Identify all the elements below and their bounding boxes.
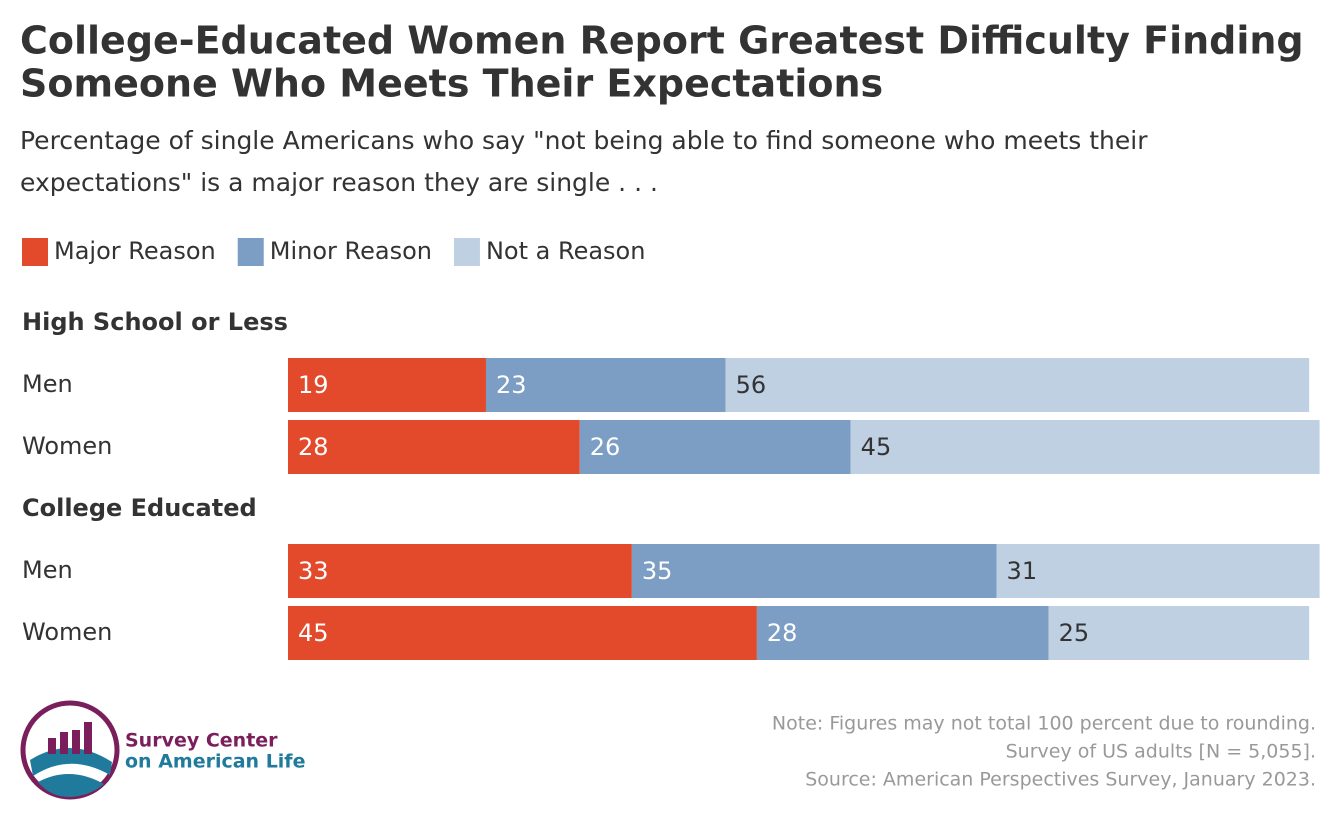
note: Source: American Perspectives Survey, Ja… xyxy=(805,769,1316,791)
subtitle: Percentage of single Americans who say "… xyxy=(20,126,1148,155)
value-label: 56 xyxy=(736,371,767,399)
value-label: 33 xyxy=(298,557,329,585)
logo-bar xyxy=(60,732,68,754)
legend-label: Major Reason xyxy=(54,237,216,265)
bar-segment xyxy=(288,358,486,412)
bar-segment xyxy=(288,544,632,598)
value-label: 23 xyxy=(496,371,527,399)
logo-text: Survey Center xyxy=(125,730,278,752)
value-label: 28 xyxy=(767,619,798,647)
value-label: 45 xyxy=(298,619,329,647)
legend-swatch xyxy=(237,238,264,266)
bar-segment xyxy=(725,358,1310,412)
bar-segment xyxy=(1048,606,1310,660)
note: Note: Figures may not total 100 percent … xyxy=(772,713,1316,735)
logo-bar xyxy=(72,730,80,754)
bar-segment xyxy=(288,420,580,474)
legend-label: Minor Reason xyxy=(270,237,432,265)
chart-title: College-Educated Women Report Greatest D… xyxy=(20,19,1304,63)
value-label: 31 xyxy=(1007,557,1038,585)
logo-wave xyxy=(30,747,112,776)
value-label: 26 xyxy=(590,433,621,461)
bar-segment xyxy=(756,606,1049,660)
note: Survey of US adults [N = 5,055]. xyxy=(1006,741,1316,763)
logo-bar xyxy=(84,722,92,754)
group-label: College Educated xyxy=(22,494,257,522)
bar-segment xyxy=(850,420,1320,474)
value-label: 19 xyxy=(298,371,329,399)
bar-segment xyxy=(288,606,757,660)
value-label: 28 xyxy=(298,433,329,461)
legend-swatch xyxy=(453,238,480,266)
logo-bar xyxy=(48,738,56,754)
legend-label: Not a Reason xyxy=(486,237,645,265)
subtitle: expectations" is a major reason they are… xyxy=(20,168,658,197)
value-label: 25 xyxy=(1059,619,1090,647)
logo-wave xyxy=(38,773,104,797)
bar-segment xyxy=(579,420,851,474)
logo: Survey Center on American Life xyxy=(20,700,305,800)
value-label: 35 xyxy=(642,557,673,585)
logo-text: on American Life xyxy=(125,751,305,773)
category-label: Men xyxy=(22,370,73,398)
group-label: High School or Less xyxy=(22,308,288,336)
category-label: Women xyxy=(22,432,112,460)
value-label: 45 xyxy=(861,433,892,461)
category-label: Men xyxy=(22,556,73,584)
bar-segment xyxy=(631,544,997,598)
category-label: Women xyxy=(22,618,112,646)
bar-segment xyxy=(996,544,1320,598)
legend-swatch xyxy=(22,238,48,266)
chart-title: Someone Who Meets Their Expectations xyxy=(20,62,883,106)
bar-segment xyxy=(485,358,726,412)
